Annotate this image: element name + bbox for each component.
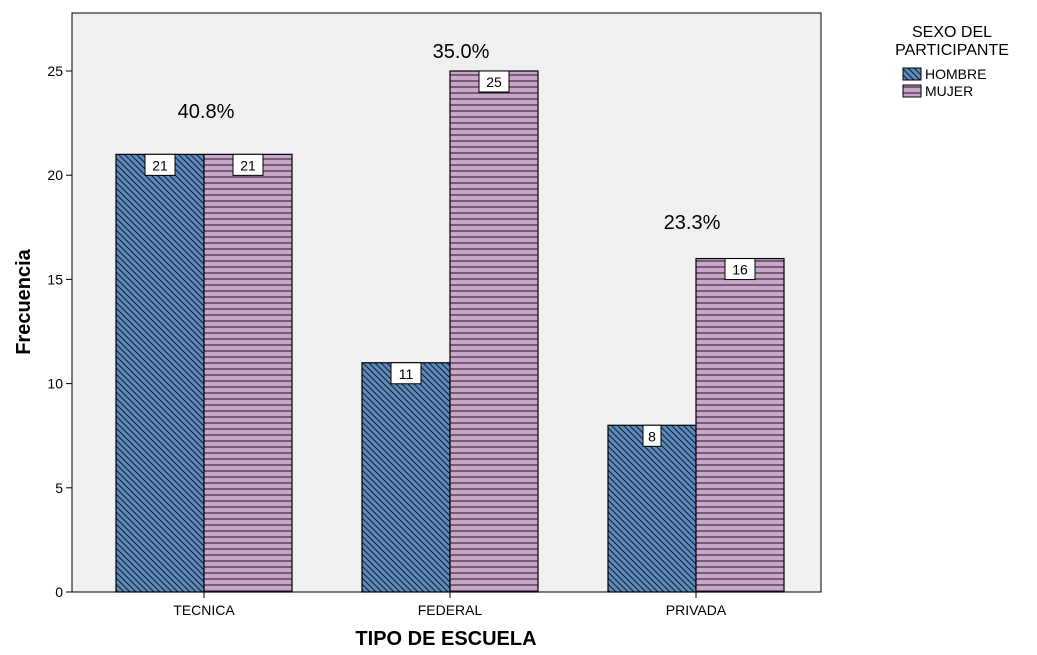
bar-hombre-privada [607, 424, 697, 593]
legend-label-hombre: HOMBRE [925, 66, 986, 82]
bar-labels-group: 21 21 11 25 8 16 [144, 70, 756, 447]
data-label: 25 [486, 74, 502, 90]
y-axis-title: Frecuencia [13, 248, 35, 354]
x-tick-label: TECNICA [173, 602, 235, 618]
legend-label-mujer: MUJER [925, 83, 973, 99]
bar-mujer-privada [695, 257, 785, 593]
y-axis: 0 5 10 15 20 25 [47, 63, 72, 600]
x-tick-label: PRIVADA [666, 602, 727, 618]
x-tick-label: FEDERAL [418, 602, 483, 618]
data-label-box [724, 258, 756, 281]
y-tick-label: 10 [47, 376, 63, 392]
data-label: 16 [732, 262, 748, 278]
bar-hombre-federal [361, 362, 451, 593]
legend-title-line-1: SEXO DEL [912, 24, 992, 41]
data-label-box [232, 153, 264, 176]
data-label-box [390, 362, 422, 385]
data-label: 21 [152, 157, 168, 173]
bar-hombre-tecnica [115, 153, 205, 593]
group-percentage-label: 23.3% [664, 212, 721, 234]
data-label: 8 [648, 428, 656, 444]
data-label-box [144, 153, 176, 176]
data-label-box [642, 424, 662, 447]
group-percentage-label: 35.0% [433, 41, 490, 63]
y-tick-label: 5 [55, 480, 63, 496]
data-label: 11 [399, 366, 414, 382]
bars-group [115, 70, 785, 593]
y-tick-label: 0 [55, 584, 63, 600]
x-axis-title: TIPO DE ESCUELA [355, 628, 536, 650]
legend-swatch-mujer [902, 84, 922, 98]
data-label-box [478, 70, 510, 93]
bar-mujer-tecnica [203, 153, 293, 593]
legend-swatch-hombre [902, 67, 922, 81]
data-label: 21 [240, 157, 256, 173]
group-percentage-label: 40.8% [178, 101, 235, 123]
y-tick-label: 15 [47, 271, 63, 287]
legend-title-line-2: PARTICIPANTE [895, 42, 1009, 59]
y-tick-label: 20 [47, 167, 63, 183]
bar-mujer-federal [449, 70, 539, 593]
group-percentage-labels: 40.8% 35.0% 23.3% [178, 41, 721, 234]
y-tick-label: 25 [47, 63, 63, 79]
x-axis: TECNICA FEDERAL PRIVADA [173, 592, 727, 618]
